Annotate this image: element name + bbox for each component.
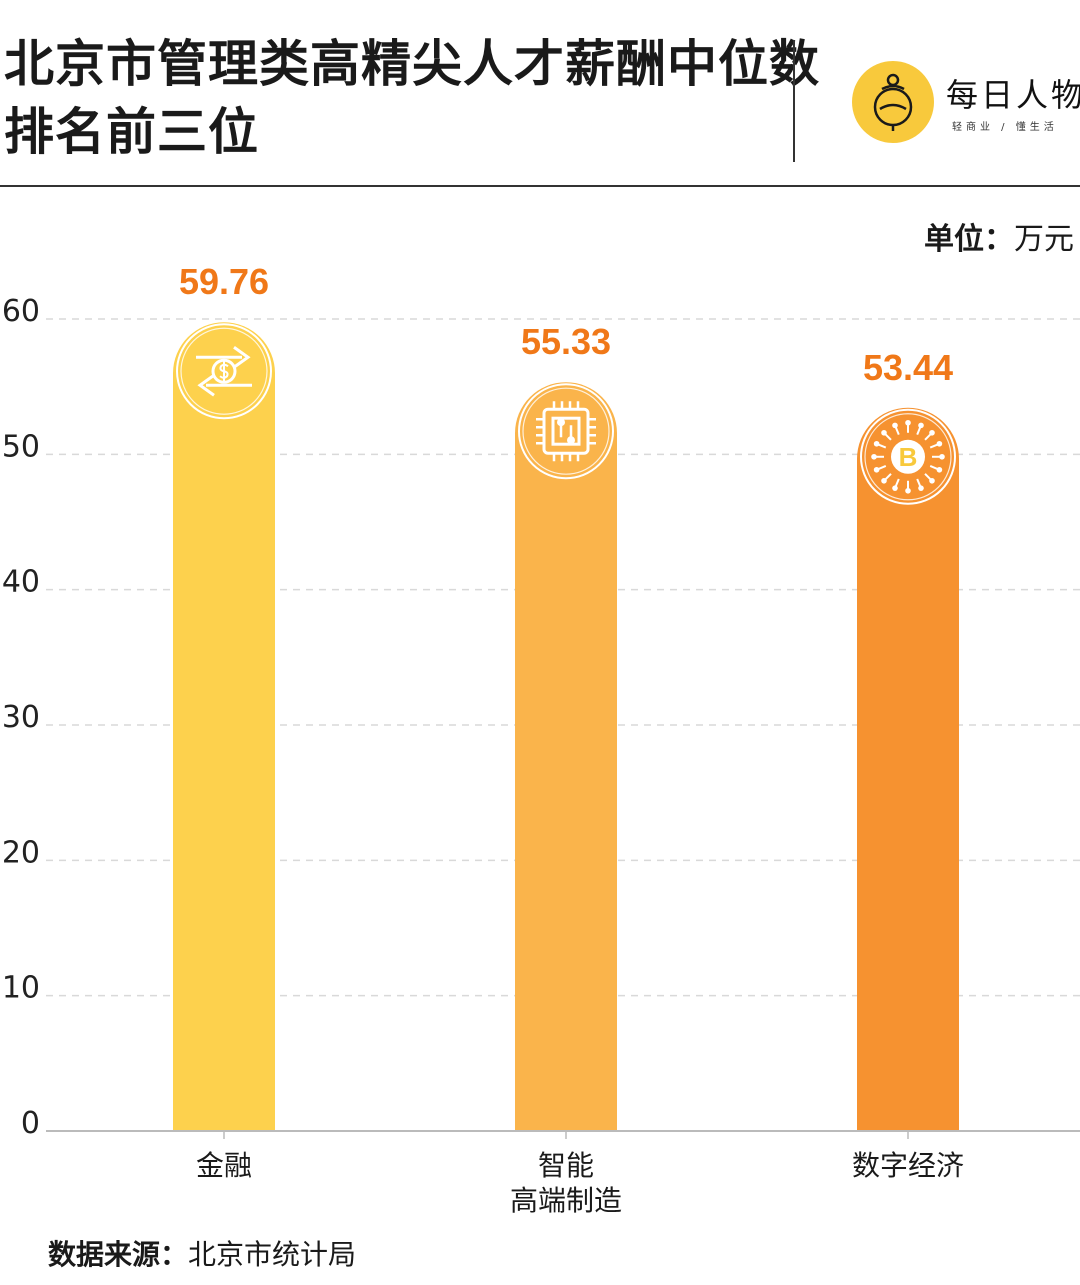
brand-logo-icon [852,61,934,143]
source-prefix: 数据来源： [48,1238,189,1271]
value-label: 55.33 [521,321,611,362]
icon-ring-inner [864,413,952,501]
header-divider [793,40,795,162]
y-tick-label: 40 [2,565,40,600]
bitcoin-icon: B [871,419,945,494]
unit-prefix: 单位： [924,222,1014,257]
category-label: 金融 [196,1149,252,1182]
icon-ring-inner [522,387,610,475]
data-source: 数据来源：北京市统计局 [48,1233,356,1273]
currency-exchange-icon [196,346,252,397]
category-label: 高端制造 [510,1184,622,1217]
y-tick-label: 10 [2,971,40,1006]
icon-ring [860,408,956,505]
title-line-1: 北京市管理类高精尖人才薪酬中位数 [4,35,820,93]
y-tick-label: 60 [2,294,40,329]
title-line-2: 排名前三位 [4,103,259,161]
brand-slogan: 轻商业 / 懂生活 [952,122,1058,133]
category-label: 数字经济 [852,1149,964,1182]
source-value: 北京市统计局 [188,1238,357,1271]
y-tick-label: 30 [2,700,40,735]
icon-ring [518,383,614,480]
bar [515,382,617,1131]
unit-value: 万元 [1014,222,1074,257]
category-label: 智能 [538,1149,594,1182]
icon-ring-inner [180,327,268,415]
y-tick-label: 50 [2,429,40,464]
icon-ring [176,323,272,420]
y-tick-label: 20 [2,835,40,870]
page-title: 北京市管理类高精尖人才薪酬中位数 排名前三位 [4,30,820,166]
unit-label: 单位：万元 [924,214,1074,258]
bar [857,407,959,1131]
brand-name: 每日人物 [946,76,1080,114]
value-label: 53.44 [863,347,953,388]
header-rule [0,185,1080,187]
value-label: 59.76 [179,261,269,302]
y-tick-label: 0 [21,1106,40,1141]
microchip-icon [536,401,596,462]
bar [173,322,275,1131]
svg-text:B: B [899,442,918,472]
